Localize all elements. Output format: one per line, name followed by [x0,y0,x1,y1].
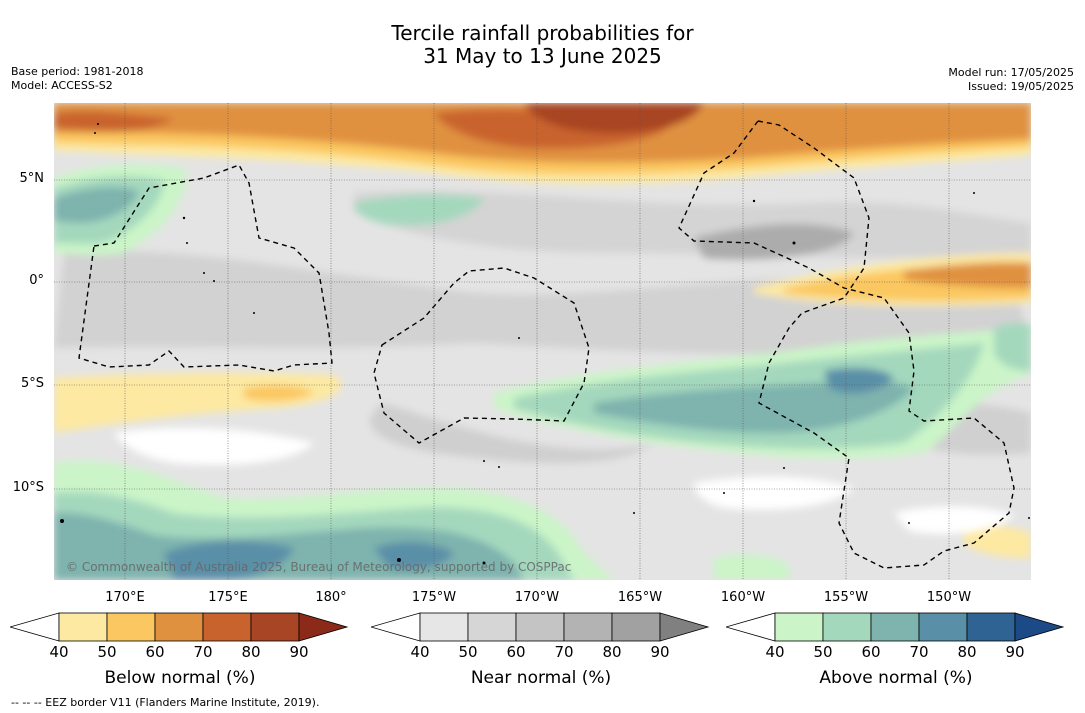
probability-map[interactable]: © Commonwealth of Australia 2025, Bureau… [54,103,1031,580]
eez-borders [78,120,1015,569]
colorbar-cells [774,612,1016,642]
lon-label-155w: 155°W [823,590,869,605]
below-normal-50 [244,385,314,402]
below-normal-40 [964,525,1031,559]
colorbar-tick-label: 70 [909,643,929,661]
model-name: Model: ACCESS-S2 [11,79,113,92]
colorbar-tick-label: 50 [813,643,833,661]
no-signal-area [114,427,314,465]
colorbar-cell [106,612,156,642]
colorbar-tick-label: 40 [49,643,69,661]
lon-label-175e: 175°E [208,590,248,605]
colorbar-cell [611,612,661,642]
colorbar-above-normal [726,612,1065,642]
colorbar-extend-high [659,612,710,642]
no-signal-area [694,476,854,510]
lon-label-170e: 170°E [105,590,145,605]
colorbar-tick-label: 80 [602,643,622,661]
below-normal-80 [524,103,704,134]
lat-label-0: 0° [29,273,44,288]
above-normal-70 [164,541,294,580]
colorbar-tick-label: 80 [241,643,261,661]
colorbar-cell [870,612,920,642]
colorbar-tick-label: 50 [458,643,478,661]
above-normal-70 [824,367,894,394]
eez-footnote: -- -- -- EEZ border V11 (Flanders Marine… [11,696,320,709]
colorbar-tick-label: 80 [957,643,977,661]
islands [60,123,1030,565]
base-info: Base period: 1981-2018 Model: ACCESS-S2 [11,65,143,93]
colorbar-cell [419,612,469,642]
run-info: Model run: 17/05/2025 Issued: 19/05/2025 [948,66,1074,94]
colorbar-tick-label: 90 [1005,643,1025,661]
colorbar-extend-low [10,612,60,642]
model-run: Model run: 17/05/2025 [948,66,1074,79]
lon-label-150w: 150°W [926,590,972,605]
colorbar-cell [918,612,968,642]
colorbar-label-above: Above normal (%) [819,668,973,688]
colorbar-tick-label: 40 [410,643,430,661]
above-normal-40 [714,554,789,580]
near-normal-60 [354,190,1031,258]
graticule [54,103,1031,580]
lat-label-5s: 5°S [20,376,44,391]
colorbar-extend-high [1014,612,1065,642]
colorbar-cell [966,612,1016,642]
colorbar-label-below: Below normal (%) [104,668,256,688]
above-normal-60 [594,381,914,433]
colorbar-tick-label: 60 [506,643,526,661]
colorbar-tick-label: 70 [554,643,574,661]
colorbar-extend-low [726,612,776,642]
near-normal-60 [54,251,1031,355]
map-title: Tercile rainfall probabilities for 31 Ma… [0,22,1085,68]
colorbar-cells [58,612,300,642]
colorbar-tick-label: 90 [289,643,309,661]
title-line-1: Tercile rainfall probabilities for [391,21,694,45]
colorbar-tick-label: 90 [650,643,670,661]
lat-label-10s: 10°S [12,480,44,495]
base-period: Base period: 1981-2018 [11,65,144,78]
lon-label-170w: 170°W [514,590,560,605]
title-line-2: 31 May to 13 June 2025 [423,44,662,68]
lat-label-5n: 5°N [19,171,45,186]
near-normal-70 [694,223,854,260]
colorbar-extend-low [371,612,421,642]
colorbar-cell [563,612,613,642]
colorbar-near-normal [371,612,710,642]
lon-label-160w: 160°W [720,590,766,605]
colorbar-label-near: Near normal (%) [470,668,612,688]
colorbar-cell [202,612,252,642]
above-normal-50 [354,194,484,226]
colorbar-below-normal [10,612,349,642]
colorbar-cell [515,612,565,642]
lon-label-180: 180° [315,590,347,605]
above-normal-60 [54,187,139,223]
colorbar-tick-label: 60 [861,643,881,661]
colorbar-tick-label: 60 [145,643,165,661]
colorbar-cell [154,612,204,642]
colorbar-cell [822,612,872,642]
issued-date: Issued: 19/05/2025 [967,80,1074,93]
eez-border [678,120,1015,569]
copyright-notice: © Commonwealth of Australia 2025, Bureau… [66,560,571,574]
eez-border [78,164,333,372]
near-normal-60 [370,403,654,463]
colorbar-cell [467,612,517,642]
below-normal-60 [904,262,1031,288]
below-normal-70 [54,111,174,131]
above-normal-50 [994,323,1031,371]
no-signal-area [894,506,1014,535]
colorbar-cell [250,612,300,642]
lon-label-165w: 165°W [617,590,663,605]
colorbar-cells [419,612,661,642]
colorbar-cell [58,612,108,642]
colorbar-tick-label: 70 [193,643,213,661]
lon-label-175w: 175°W [411,590,457,605]
colorbar-extend-high [298,612,349,642]
colorbar-tick-label: 40 [765,643,785,661]
colorbar-cell [774,612,824,642]
colorbar-tick-label: 50 [97,643,117,661]
